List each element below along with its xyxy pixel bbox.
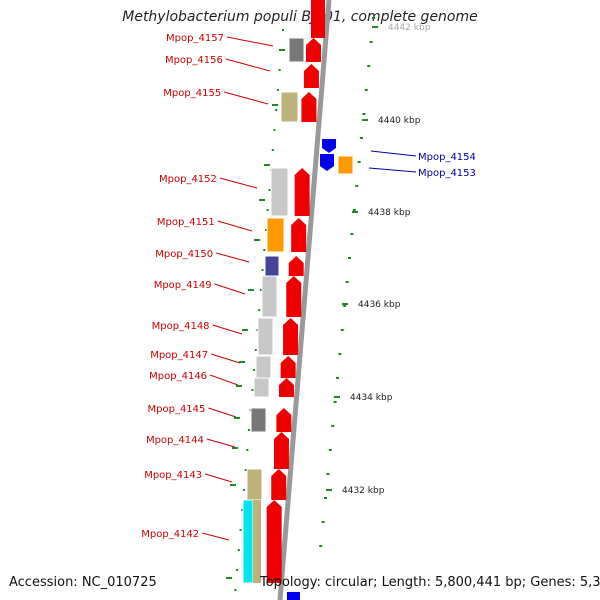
cds-arrow-mpop-4150[interactable] bbox=[288, 256, 304, 276]
label-leader-mpop-4157 bbox=[226, 36, 274, 47]
cds-arrow-partial-bottom[interactable] bbox=[287, 592, 300, 600]
cog-box-mpop-4151 bbox=[266, 217, 285, 253]
cog-box-mpop-4145 bbox=[250, 407, 267, 433]
gene-label-mpop-4152[interactable]: Mpop_4152 bbox=[159, 174, 217, 185]
cog-box-mpop-4147 bbox=[255, 355, 272, 379]
cog-box-mpop-4143 bbox=[246, 468, 263, 501]
accession-label: Accession: NC_010725 bbox=[9, 575, 157, 590]
cds-arrow-mpop-4154[interactable] bbox=[322, 139, 336, 153]
ruler-label: 4440 kbp bbox=[378, 116, 421, 126]
label-leader-mpop-4144 bbox=[206, 438, 236, 448]
gene-label-mpop-4155[interactable]: Mpop_4155 bbox=[163, 88, 221, 99]
cog-box-mpop-4157 bbox=[288, 37, 305, 63]
cds-arrow-mpop-4146[interactable] bbox=[279, 378, 294, 397]
gene-label-mpop-4146[interactable]: Mpop_4146 bbox=[149, 371, 207, 382]
gene-label-mpop-4144[interactable]: Mpop_4144 bbox=[146, 435, 204, 446]
map-title: Methylobacterium populi BJ001, complete … bbox=[122, 9, 478, 25]
cds-arrow-mpop-4151[interactable] bbox=[291, 218, 307, 252]
gene-label-mpop-4151[interactable]: Mpop_4151 bbox=[157, 217, 215, 228]
label-leader-mpop-4151 bbox=[217, 220, 253, 232]
cog-box-mpop-4142-secondary bbox=[253, 500, 261, 583]
label-leader-mpop-4156 bbox=[225, 58, 271, 72]
label-leader-mpop-4146 bbox=[209, 374, 239, 386]
label-leader-mpop-4153 bbox=[368, 167, 417, 173]
cog-box-mpop-4149 bbox=[261, 275, 278, 318]
ruler-label: 4442 kbp bbox=[388, 23, 431, 33]
gene-label-mpop-4145[interactable]: Mpop_4145 bbox=[148, 404, 206, 415]
cds-arrow-mpop-4152[interactable] bbox=[294, 168, 310, 216]
label-leader-mpop-4155 bbox=[224, 91, 269, 105]
ruler-label: 4436 kbp bbox=[358, 300, 401, 310]
gene-label-mpop-4148[interactable]: Mpop_4148 bbox=[152, 321, 210, 332]
label-leader-mpop-4143 bbox=[204, 473, 233, 483]
ruler-label: 4434 kbp bbox=[350, 393, 393, 403]
cds-arrow-mpop-4143[interactable] bbox=[271, 469, 287, 500]
cds-arrow-partial-top[interactable] bbox=[311, 0, 325, 38]
cds-arrow-mpop-4149[interactable] bbox=[286, 276, 302, 317]
ruler-label: 4438 kbp bbox=[368, 208, 411, 218]
label-leader-mpop-4154 bbox=[370, 150, 417, 157]
cog-box-mpop-4155 bbox=[280, 91, 299, 123]
label-leader-mpop-4148 bbox=[212, 324, 243, 335]
cog-box-mpop-4142 bbox=[242, 499, 254, 584]
label-leader-mpop-4142 bbox=[202, 532, 230, 541]
gene-label-mpop-4154[interactable]: Mpop_4154 bbox=[418, 152, 476, 163]
cds-arrow-mpop-4157[interactable] bbox=[306, 38, 321, 62]
gene-label-mpop-4153[interactable]: Mpop_4153 bbox=[418, 168, 476, 179]
gene-label-mpop-4157[interactable]: Mpop_4157 bbox=[166, 33, 224, 44]
label-leader-mpop-4149 bbox=[214, 283, 246, 295]
genome-backbone bbox=[277, 0, 332, 600]
cds-arrow-mpop-4153[interactable] bbox=[320, 154, 334, 171]
cog-box-mpop-4150 bbox=[264, 255, 280, 277]
cds-arrow-mpop-4156[interactable] bbox=[303, 64, 319, 88]
cds-arrow-mpop-4144[interactable] bbox=[273, 432, 289, 469]
gene-label-mpop-4147[interactable]: Mpop_4147 bbox=[150, 350, 208, 361]
gene-label-mpop-4143[interactable]: Mpop_4143 bbox=[144, 470, 202, 481]
cds-arrow-mpop-4147[interactable] bbox=[280, 356, 296, 378]
cog-box-mpop-4152 bbox=[270, 167, 289, 217]
cds-arrow-mpop-4148[interactable] bbox=[283, 318, 299, 355]
topology-label: Topology: circular; Length: 5,800,441 bp… bbox=[260, 575, 600, 590]
gene-label-mpop-4156[interactable]: Mpop_4156 bbox=[165, 55, 223, 66]
cds-arrow-mpop-4145[interactable] bbox=[276, 408, 292, 432]
gene-label-mpop-4142[interactable]: Mpop_4142 bbox=[141, 529, 199, 540]
cog-box-mpop-4146 bbox=[253, 377, 270, 398]
ruler-label: 4432 kbp bbox=[342, 486, 385, 496]
cog-box-mpop-4148 bbox=[257, 317, 274, 356]
cog-box-mpop-4153 bbox=[337, 155, 354, 175]
cds-arrow-mpop-4142[interactable] bbox=[266, 500, 282, 583]
gene-label-mpop-4149[interactable]: Mpop_4149 bbox=[154, 280, 212, 291]
cds-arrow-mpop-4155[interactable] bbox=[301, 92, 317, 122]
gene-label-mpop-4150[interactable]: Mpop_4150 bbox=[155, 249, 213, 260]
label-leader-mpop-4150 bbox=[216, 252, 250, 263]
label-leader-mpop-4147 bbox=[210, 353, 241, 364]
label-leader-mpop-4145 bbox=[208, 407, 237, 418]
label-leader-mpop-4152 bbox=[219, 177, 258, 189]
